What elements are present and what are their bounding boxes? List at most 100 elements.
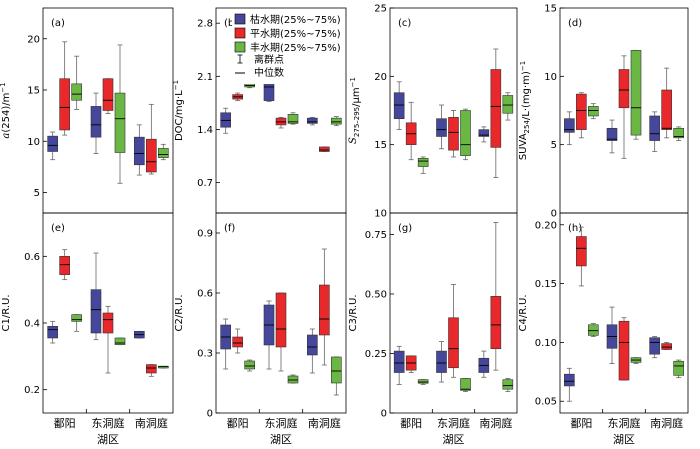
legend-swatch-dry	[234, 13, 246, 25]
iqr-box	[661, 89, 672, 130]
box-normal-east-dongting	[102, 305, 114, 374]
box-dry-poyang	[393, 345, 405, 385]
box-normal-poyang	[59, 41, 70, 136]
box-normal-south-dongting	[319, 146, 330, 152]
iqr-box	[47, 326, 58, 339]
iqr-box	[649, 337, 660, 355]
box-wet-east-dongting	[460, 378, 471, 392]
box-normal-poyang	[576, 226, 587, 287]
panel-label: (e)	[51, 223, 65, 234]
legend-label-median: 中位数	[254, 66, 284, 79]
box-normal-poyang	[405, 355, 417, 373]
box-dry-poyang	[47, 320, 58, 344]
box-wet-east-dongting	[114, 337, 126, 346]
x-axis-title: 湖区	[443, 433, 465, 446]
iqr-box	[232, 336, 243, 348]
iqr-box	[71, 83, 82, 101]
box-dry-poyang	[564, 111, 575, 146]
y-tick-label: 10	[374, 209, 387, 220]
iqr-box	[564, 373, 575, 387]
box-dry-south-dongting	[134, 124, 145, 176]
box-normal-south-dongting	[661, 342, 672, 350]
plot-frame	[215, 212, 347, 414]
y-axis-label: C1/R.U.	[1, 295, 12, 332]
iqr-box	[393, 350, 405, 373]
iqr-box	[606, 127, 618, 141]
iqr-box	[71, 314, 82, 322]
y-tick-label: 10	[27, 137, 40, 148]
y-axis-label: C3/R.U.	[348, 295, 359, 332]
y-tick-label: 0.20	[535, 220, 557, 231]
legend-label-outlier: 离群点	[254, 53, 284, 66]
x-tick-label-poyang: 鄱阳	[400, 417, 422, 430]
box-wet-poyang	[244, 359, 255, 372]
iqr-box	[59, 256, 70, 275]
iqr-box	[673, 127, 684, 139]
box-dry-poyang	[220, 318, 231, 370]
iqr-box	[460, 110, 471, 156]
box-dry-south-dongting	[649, 336, 660, 359]
x-axis-title: 湖区	[97, 433, 119, 446]
iqr-box	[331, 356, 342, 384]
y-tick-label: 10	[544, 72, 557, 83]
outlier-whisker-icon	[237, 54, 243, 64]
y-tick-label: 5	[551, 140, 557, 151]
box-wet-south-dongting	[331, 356, 342, 396]
iqr-box	[576, 236, 587, 267]
iqr-box	[448, 317, 459, 369]
box-wet-east-dongting	[630, 49, 642, 140]
iqr-box	[393, 92, 405, 119]
y-tick-label: 0.7	[197, 178, 213, 189]
iqr-box	[158, 148, 169, 158]
iqr-box	[90, 106, 102, 138]
x-tick-label-poyang: 鄱阳	[54, 417, 76, 430]
panel-d: 0 5 10 15 (d) SUVA254/L·(mg·m)−1	[518, 4, 689, 220]
iqr-box	[649, 115, 660, 141]
box-wet-south-dongting	[673, 126, 684, 141]
iqr-box	[244, 360, 255, 370]
box-dry-east-dongting	[436, 341, 447, 383]
box-wet-south-dongting	[502, 378, 514, 392]
y-tick-label: 15	[27, 86, 40, 97]
box-wet-poyang	[417, 156, 429, 174]
y-tick-label: 2.8	[197, 19, 213, 30]
iqr-box	[490, 296, 502, 350]
box-normal-poyang	[232, 328, 243, 354]
iqr-box	[588, 324, 599, 336]
y-tick-label: 0.2	[24, 385, 40, 396]
iqr-box	[114, 337, 126, 345]
box-wet-south-dongting	[331, 116, 342, 127]
iqr-box	[490, 69, 502, 148]
iqr-box	[134, 136, 145, 166]
x-tick-label-poyang: 鄱阳	[227, 417, 249, 430]
box-dry-east-dongting	[263, 300, 275, 370]
legend: 枯水期(25%~75%) 平水期(25%~75%) 丰水期(25%~75%) 离…	[232, 10, 341, 84]
iqr-box	[417, 158, 429, 167]
box-normal-east-dongting	[102, 78, 114, 114]
box-normal-east-dongting	[275, 116, 287, 129]
box-wet-south-dongting	[158, 365, 169, 369]
box-normal-south-dongting	[490, 48, 502, 178]
y-tick-label: 0.6	[24, 252, 40, 263]
panel-label: (c)	[398, 18, 411, 29]
panel-c: 10 15 20 25 (c) S275–295/μm−1	[348, 4, 518, 220]
y-axis-label: a(254)/m−1	[0, 82, 12, 138]
iqr-box	[436, 350, 447, 373]
panel-label: (g)	[398, 223, 412, 234]
box-dry-poyang	[393, 81, 405, 131]
iqr-box	[661, 343, 672, 350]
y-tick-label: 0	[381, 409, 387, 420]
box-normal-east-dongting	[618, 55, 630, 159]
box-normal-south-dongting	[661, 67, 672, 139]
panels-group: 5 10 15 20 (a) a(254)/m−1 0.7 1.4 2.1 2.8 (b) DOC/m…	[0, 4, 689, 446]
legend-label-dry: 枯水期(25%~75%)	[250, 13, 341, 26]
y-tick-label: 0.15	[535, 279, 557, 290]
box-wet-poyang	[71, 314, 82, 332]
panel-label: (f)	[224, 223, 235, 234]
x-tick-label-poyang: 鄱阳	[570, 417, 592, 430]
y-tick-label: 15	[544, 4, 557, 15]
y-axis-label: C2/R.U.	[174, 295, 185, 332]
iqr-box	[460, 378, 471, 391]
